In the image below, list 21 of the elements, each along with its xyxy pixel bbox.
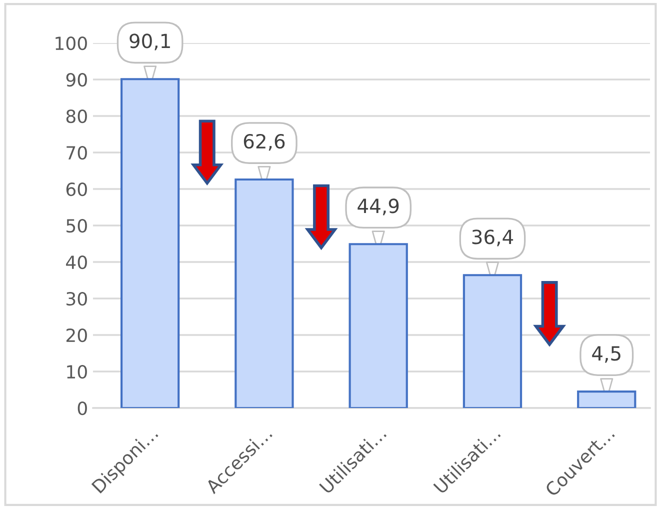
data-label: 62,6 bbox=[244, 134, 285, 151]
y-tick-label: 70 bbox=[66, 146, 87, 160]
y-tick-label: 10 bbox=[67, 364, 87, 379]
bar bbox=[234, 178, 294, 408]
bar bbox=[577, 390, 636, 408]
y-tick-label: 80 bbox=[66, 109, 87, 124]
y-tick-label: 60 bbox=[66, 182, 87, 196]
y-tick-label: 90 bbox=[66, 72, 87, 87]
y-tick-label: 100 bbox=[56, 36, 87, 50]
bar bbox=[120, 78, 180, 408]
data-label: 4,5 bbox=[592, 346, 620, 363]
data-label: 90,1 bbox=[130, 34, 170, 50]
y-tick-label: 30 bbox=[66, 292, 87, 306]
bar bbox=[462, 274, 522, 408]
y-tick-label: 50 bbox=[66, 218, 87, 233]
data-label: 44,9 bbox=[358, 198, 399, 216]
y-tick-label: 20 bbox=[66, 328, 87, 342]
y-tick-label: 0 bbox=[78, 401, 87, 416]
bar bbox=[348, 243, 408, 408]
y-tick-label: 40 bbox=[66, 255, 87, 270]
data-label: 36,4 bbox=[472, 230, 514, 246]
